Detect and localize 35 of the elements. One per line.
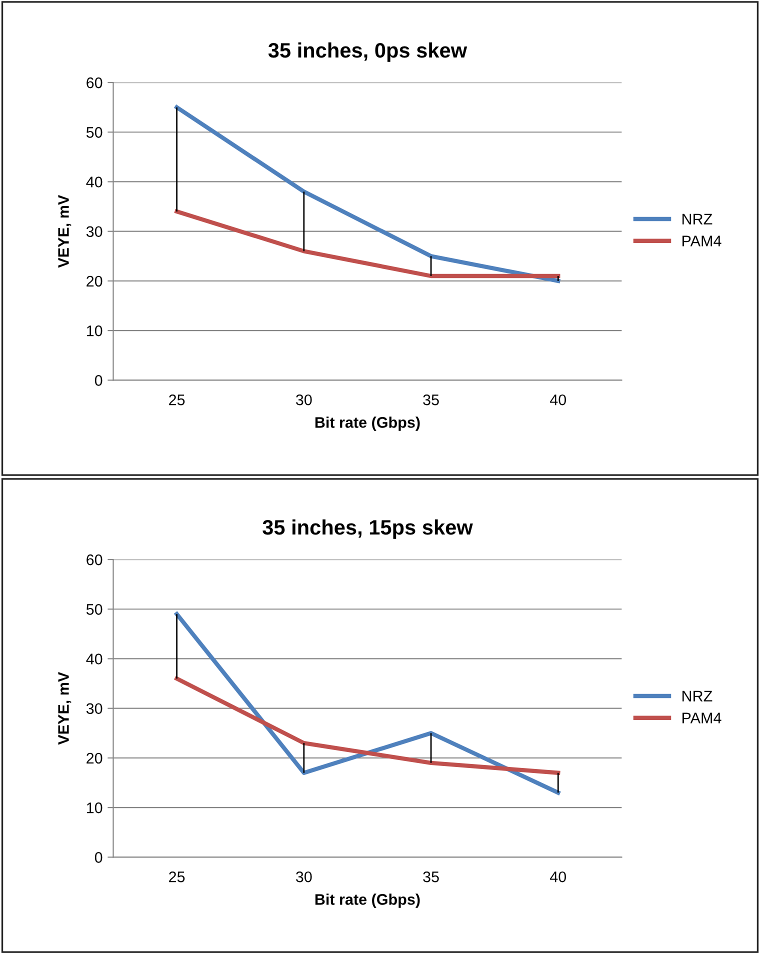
x-tick-label: 40 <box>550 871 566 882</box>
legend-label: NRZ <box>682 214 712 224</box>
x-tick-label: 25 <box>169 394 185 406</box>
y-tick-label: 10 <box>86 325 102 336</box>
legend-label: NRZ <box>682 690 712 702</box>
y-axis-title: VEYE, mV <box>58 672 72 745</box>
y-tick-label: 40 <box>86 654 102 664</box>
y-tick-label: 60 <box>86 554 102 566</box>
x-tick-label: 25 <box>169 871 185 882</box>
line-series <box>174 105 560 284</box>
x-axis-title: Bit rate (Gbps) <box>315 894 420 908</box>
y-tick-label: 50 <box>86 604 102 615</box>
y-tick-label: 20 <box>86 752 102 764</box>
x-tick-label: 30 <box>296 394 312 406</box>
y-tick-label: 10 <box>86 802 102 814</box>
y-tick-label: 60 <box>86 77 102 88</box>
legend-label: PAM4 <box>682 236 722 246</box>
x-axis-title: Bit rate (Gbps) <box>315 416 420 431</box>
y-tick-label: 30 <box>86 703 102 714</box>
x-tick-label: 40 <box>550 394 566 406</box>
y-tick-label: 0 <box>94 375 102 386</box>
x-tick-label: 35 <box>423 871 439 882</box>
line-series <box>174 612 560 795</box>
y-axis-title: VEYE, mV <box>58 194 72 268</box>
y-tick-label: 30 <box>86 226 102 238</box>
chart-title: 35 inches, 0ps skew <box>268 42 468 62</box>
legend-label: PAM4 <box>682 712 722 724</box>
y-tick-label: 50 <box>86 126 102 138</box>
y-tick-label: 40 <box>86 176 102 188</box>
y-tick-label: 20 <box>86 276 102 287</box>
chart-title: 35 inches, 15ps skew <box>262 519 473 539</box>
x-tick-label: 30 <box>296 871 312 882</box>
line-series <box>174 676 560 775</box>
y-tick-label: 0 <box>94 852 102 863</box>
x-tick-label: 35 <box>423 394 439 406</box>
